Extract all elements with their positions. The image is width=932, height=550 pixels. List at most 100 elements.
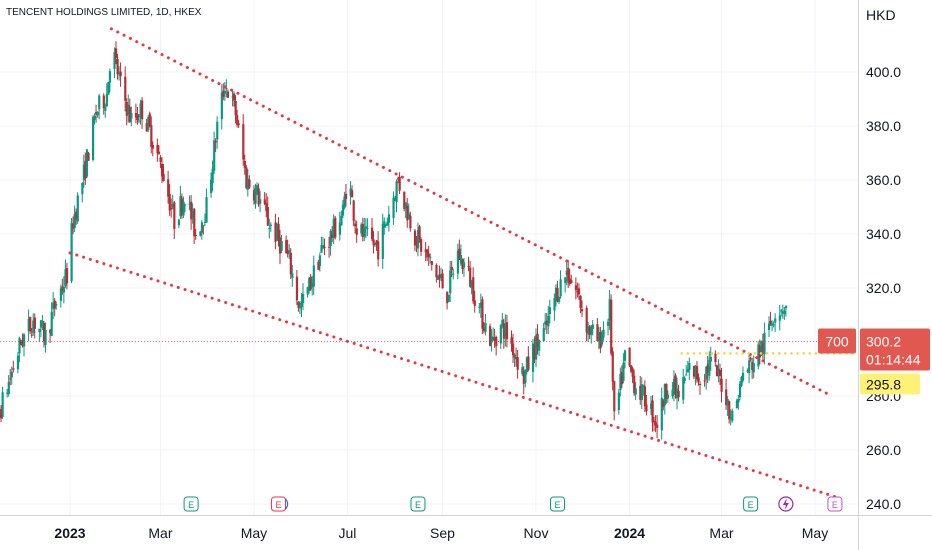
candle-body <box>714 353 717 363</box>
x-tick-label: Nov <box>524 525 549 541</box>
candle-body <box>180 198 184 213</box>
candle-body <box>344 193 348 199</box>
candle <box>279 229 282 265</box>
candle-body <box>340 216 343 226</box>
candle <box>374 242 377 248</box>
candle <box>136 106 139 125</box>
candle <box>427 245 430 266</box>
candle-body <box>320 245 323 253</box>
candle <box>763 322 766 365</box>
candle-body <box>708 360 711 377</box>
candle-body <box>597 332 601 342</box>
candle-body <box>666 394 670 399</box>
candle-body <box>62 286 66 293</box>
candle-body <box>134 113 138 118</box>
candle <box>96 111 99 118</box>
candle <box>119 62 122 87</box>
candle <box>171 194 174 210</box>
candle-body <box>202 225 205 227</box>
candle <box>783 306 786 320</box>
candle-body <box>568 278 571 285</box>
candle <box>248 175 251 189</box>
candle-body <box>375 240 378 245</box>
candle-body <box>404 202 407 209</box>
candle-body <box>504 324 507 338</box>
candle <box>447 294 450 303</box>
candle <box>364 218 368 239</box>
candle-body <box>136 114 139 121</box>
candle-body <box>438 274 441 279</box>
candle <box>728 400 731 424</box>
candle-body <box>761 343 765 352</box>
candle <box>579 295 582 314</box>
candle-body <box>656 424 659 428</box>
symbol-title: TENCENT HOLDINGS LIMITED, 1D, HKEX <box>6 7 202 18</box>
candle-body <box>1 392 4 418</box>
candle <box>245 165 248 190</box>
candle <box>384 223 387 228</box>
candle <box>686 360 689 373</box>
candle-body <box>672 378 676 394</box>
candle <box>450 260 453 277</box>
candle-body <box>351 190 354 198</box>
candle <box>741 366 745 383</box>
candle <box>398 172 401 194</box>
candle-body <box>127 104 130 115</box>
candle <box>505 314 509 348</box>
candle-body <box>531 343 535 372</box>
candle-body <box>49 330 52 333</box>
candle <box>9 369 12 386</box>
earnings-event-icon: E <box>270 496 289 512</box>
candle-body <box>205 197 208 223</box>
candle <box>265 193 268 218</box>
candle <box>85 148 89 179</box>
volume-tag-label: 700 <box>825 333 849 349</box>
candle-body <box>608 299 611 321</box>
candle-body <box>746 370 749 372</box>
candle-body <box>653 420 656 423</box>
candle-body <box>591 324 594 330</box>
candle-body <box>306 287 309 295</box>
candle <box>352 199 355 227</box>
candle-body <box>42 323 46 342</box>
candle-body <box>210 179 213 194</box>
candle <box>6 388 9 398</box>
candle-body <box>462 262 466 268</box>
event-letter: E <box>554 500 560 510</box>
candle <box>567 259 570 288</box>
candle-body <box>361 224 364 238</box>
candle-body <box>590 326 593 335</box>
candle <box>726 396 729 416</box>
candle-body <box>269 224 273 227</box>
candle-body <box>39 320 43 328</box>
candle <box>651 395 654 432</box>
event-letter: E <box>748 500 754 510</box>
lightning-bolt <box>782 498 789 510</box>
candle-body <box>772 324 775 326</box>
candle <box>611 347 614 391</box>
candle-body <box>441 273 444 289</box>
candle <box>683 375 686 384</box>
candle <box>246 169 250 197</box>
candle-body <box>473 300 476 306</box>
candle <box>237 120 240 128</box>
candle-body <box>617 392 620 411</box>
candle <box>252 185 256 205</box>
candle-body <box>676 388 679 399</box>
candle <box>62 276 66 304</box>
candle-body <box>424 249 427 253</box>
candle <box>118 66 121 81</box>
candle <box>591 320 594 336</box>
candle-body <box>213 140 216 171</box>
candle <box>128 98 131 124</box>
candle-body <box>354 223 357 227</box>
candle <box>220 84 223 130</box>
candle <box>30 328 33 338</box>
candle-body <box>729 417 732 419</box>
candle-body <box>151 144 154 149</box>
candle <box>55 301 58 310</box>
candle <box>513 353 516 367</box>
candle-body <box>542 328 545 342</box>
candle-body <box>631 368 634 377</box>
